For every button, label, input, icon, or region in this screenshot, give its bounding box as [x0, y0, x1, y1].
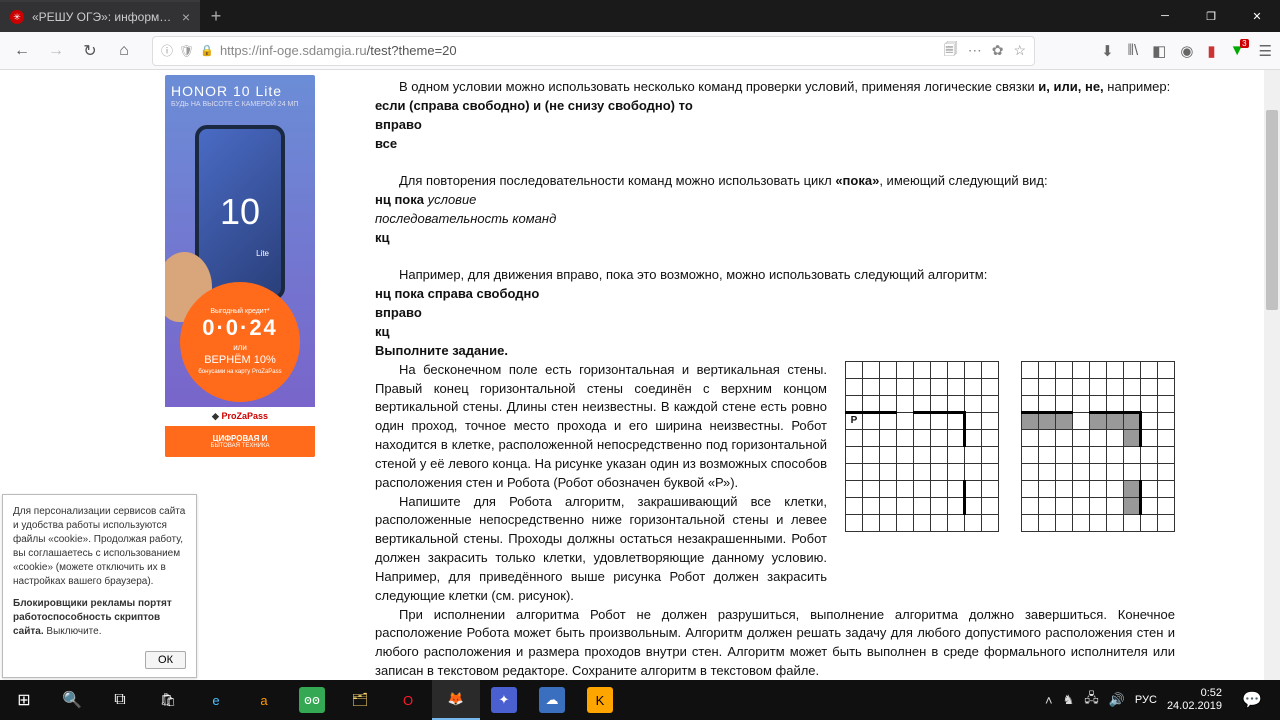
taskbar: ⊞ 🔍 ⧉ 🛍 e a ꙩꙩ 🗂 O 🦊 ✦ ☁ K ˄ ♞ 🖧 🔊 РУС 0… [0, 680, 1280, 720]
url-text: https://inf-oge.sdamgia.ru/test?theme=20 [220, 43, 938, 58]
article-body: В одном условии можно использовать неско… [325, 70, 1205, 680]
pocket-icon[interactable]: ▮ [1207, 42, 1215, 60]
app-icon-3[interactable]: K [576, 680, 624, 720]
firefox-icon[interactable]: 🦊 [432, 680, 480, 720]
ad-credit-badge: Выгодный кредит* 0·0·24 или ВЕРНЁМ 10% б… [180, 282, 300, 402]
cookie-ok-button[interactable]: ОК [145, 651, 186, 669]
url-bar[interactable]: ⓘ 🛡 🔒 https://inf-oge.sdamgia.ru/test?th… [152, 36, 1035, 66]
tab-title: «РЕШУ ОГЭ»: информатика. О... [32, 10, 174, 24]
cookie-text-2: Блокировщики рекламы портят работоспособ… [13, 597, 186, 639]
tray-volume-icon[interactable]: 🔊 [1109, 692, 1125, 708]
ad-prozapass: ◆ ProZaPass [165, 407, 315, 426]
store-icon[interactable]: 🛍 [144, 680, 192, 720]
scrollbar-thumb[interactable] [1266, 110, 1278, 310]
browser-toolbar: ← → ↻ ⌂ ⓘ 🛡 🔒 https://inf-oge.sdamgia.ru… [0, 32, 1280, 70]
task-heading: Выполните задание. [375, 342, 1175, 361]
lock-icon[interactable]: 🔒 [200, 44, 214, 57]
shield-icon[interactable]: 🛡 [179, 44, 194, 58]
notifications-icon[interactable]: 💬 [1232, 690, 1272, 710]
reader-icon[interactable]: 🗐 [944, 39, 958, 63]
ad-title: HONOR 10 Lite [171, 83, 309, 99]
cookie-text-1: Для персонализации сервисов сайта и удоб… [13, 505, 186, 589]
app-icon-2[interactable]: ☁ [528, 680, 576, 720]
library-icon[interactable]: ⫴\ [1128, 42, 1138, 59]
home-button[interactable]: ⌂ [110, 37, 138, 65]
ad-banner[interactable]: HONOR 10 Lite БУДЬ НА ВЫСОТЕ С КАМЕРОЙ 2… [165, 75, 315, 457]
amazon-icon[interactable]: a [240, 680, 288, 720]
window-titlebar: ✳ «РЕШУ ОГЭ»: информатика. О... × + ─ ❐ … [0, 0, 1280, 32]
scrollbar[interactable] [1264, 70, 1280, 680]
grid-left: Р [845, 361, 999, 532]
extension-icon[interactable]: ▼3 [1230, 42, 1245, 59]
info-icon[interactable]: ⓘ [161, 42, 173, 59]
downloads-icon[interactable]: ⬇ [1101, 42, 1114, 60]
edge-icon[interactable]: e [192, 680, 240, 720]
tripadvisor-icon[interactable]: ꙩꙩ [288, 680, 336, 720]
menu-icon[interactable]: ☰ [1259, 42, 1272, 60]
sidebar-icon[interactable]: ◧ [1152, 42, 1166, 60]
explorer-icon[interactable]: 🗂 [336, 680, 384, 720]
tab-close-icon[interactable]: × [182, 9, 190, 25]
window-minimize-button[interactable]: ─ [1142, 0, 1188, 32]
back-button[interactable]: ← [8, 37, 36, 65]
site-favicon: ✳ [10, 10, 24, 24]
ad-subtitle: БУДЬ НА ВЫСОТЕ С КАМЕРОЙ 24 МП [171, 101, 309, 108]
opera-icon[interactable]: O [384, 680, 432, 720]
tray-chevron-icon[interactable]: ˄ [1045, 693, 1053, 708]
forward-button[interactable]: → [42, 37, 70, 65]
cookie-notice: Для персонализации сервисов сайта и удоб… [2, 494, 197, 678]
ad-dns-label: ЦИФРОВАЯ ИБЫТОВАЯ ТЕХНИКА [165, 426, 315, 457]
more-icon[interactable]: ⋯ [968, 42, 982, 59]
task-grids: Р [845, 361, 1175, 532]
bookmark-icon[interactable]: ☆ [1014, 42, 1027, 59]
save-icon[interactable]: ✿ [992, 42, 1004, 59]
account-icon[interactable]: ◉ [1180, 42, 1193, 60]
taskview-button[interactable]: ⧉ [96, 680, 144, 720]
tray-clock[interactable]: 0:52 24.02.2019 [1167, 687, 1222, 712]
window-maximize-button[interactable]: ❐ [1188, 0, 1234, 32]
system-tray: ˄ ♞ 🖧 🔊 РУС 0:52 24.02.2019 💬 [1045, 687, 1280, 712]
new-tab-button[interactable]: + [200, 0, 232, 32]
grid-right [1021, 361, 1175, 532]
tray-language[interactable]: РУС [1135, 694, 1157, 706]
browser-tab[interactable]: ✳ «РЕШУ ОГЭ»: информатика. О... × [0, 0, 200, 32]
tray-security-icon[interactable]: ♞ [1063, 692, 1075, 708]
app-icon-1[interactable]: ✦ [480, 680, 528, 720]
reload-button[interactable]: ↻ [76, 37, 104, 65]
search-button[interactable]: 🔍 [48, 680, 96, 720]
tray-network-icon[interactable]: 🖧 [1084, 689, 1099, 711]
window-close-button[interactable]: ✕ [1234, 0, 1280, 32]
start-button[interactable]: ⊞ [0, 680, 48, 720]
